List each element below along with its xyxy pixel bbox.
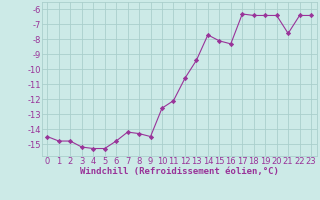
X-axis label: Windchill (Refroidissement éolien,°C): Windchill (Refroidissement éolien,°C)	[80, 167, 279, 176]
